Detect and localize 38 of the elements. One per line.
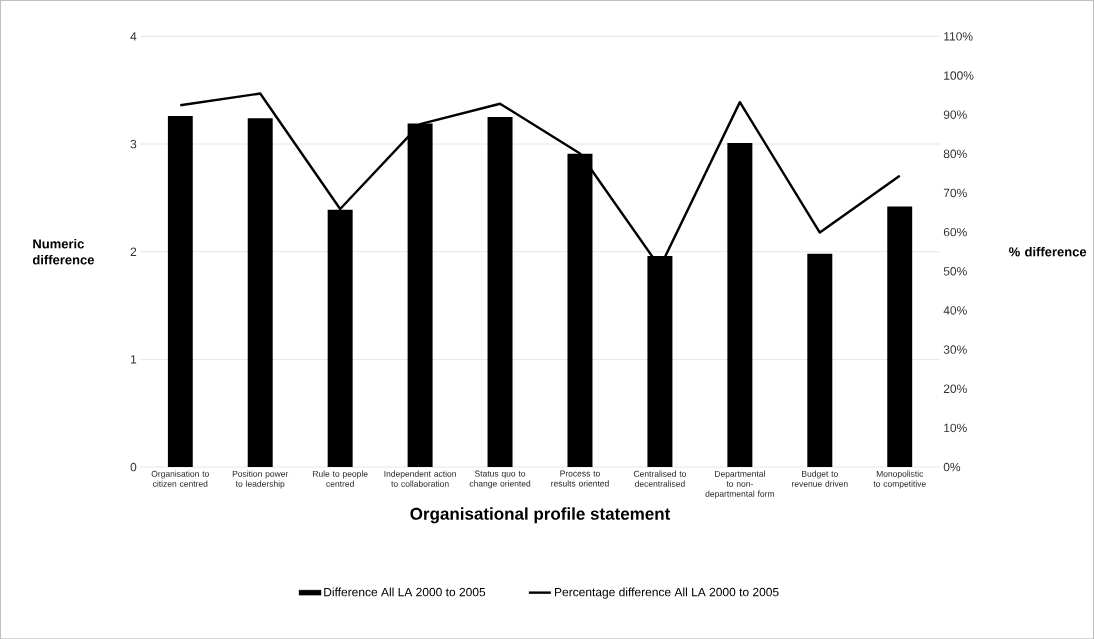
y-tick-label: 4 [130,32,137,41]
y2-axis-title: % difference [1008,246,1087,257]
x-tick-label: Monopolistic to competitive [873,470,926,489]
y-tick-label: 2 [130,247,137,256]
y2-tick-label: 100% [944,71,974,80]
x-tick-label: Budget to revenue driven [792,470,848,487]
x-tick-label: Organisation to citizen centred [151,470,209,487]
bar [887,206,913,467]
y2-tick-label: 60% [943,227,967,237]
y2-tick-label: 110% [944,31,973,41]
x-tick-label: Position power to leadership [232,470,289,489]
y2-tick-label: 40% [943,306,967,315]
x-tick-label: Rule to people centred [312,470,368,487]
y2-tick-label: 90% [943,110,967,119]
x-tick-label: Independent action to collaboration [384,470,456,487]
y2-tick-label: 30% [943,345,967,354]
y-axis-title: Numeric difference [32,238,95,265]
x-axis-title: Organisational profile statement [410,507,671,524]
y2-tick-label: 80% [943,149,967,158]
y2-tick-label: 50% [943,266,967,276]
bar [727,142,753,467]
legend-label: Percentage difference All LA 2000 to 2005 [555,587,779,599]
y-tick-label: 1 [131,355,137,364]
legend-label: Difference All LA 2000 to 2005 [324,587,486,597]
y2-tick-label: 0% [943,462,961,472]
y2-tick-label: 70% [943,188,967,198]
x-tick-label: Centralised to decentralised [633,470,686,487]
y2-tick-label: 20% [943,384,967,393]
x-tick-label: Departmental to non-departmental form [705,470,774,499]
bar [487,116,513,467]
x-tick-label: Status quo to change oriented [469,470,531,489]
bar [247,118,273,467]
y-tick-label: 0 [130,462,137,472]
bar [167,115,193,467]
x-tick-label: Process to results oriented [551,470,609,487]
y2-tick-label: 10% [944,423,967,432]
y-tick-label: 3 [130,139,137,149]
bar [807,253,833,467]
